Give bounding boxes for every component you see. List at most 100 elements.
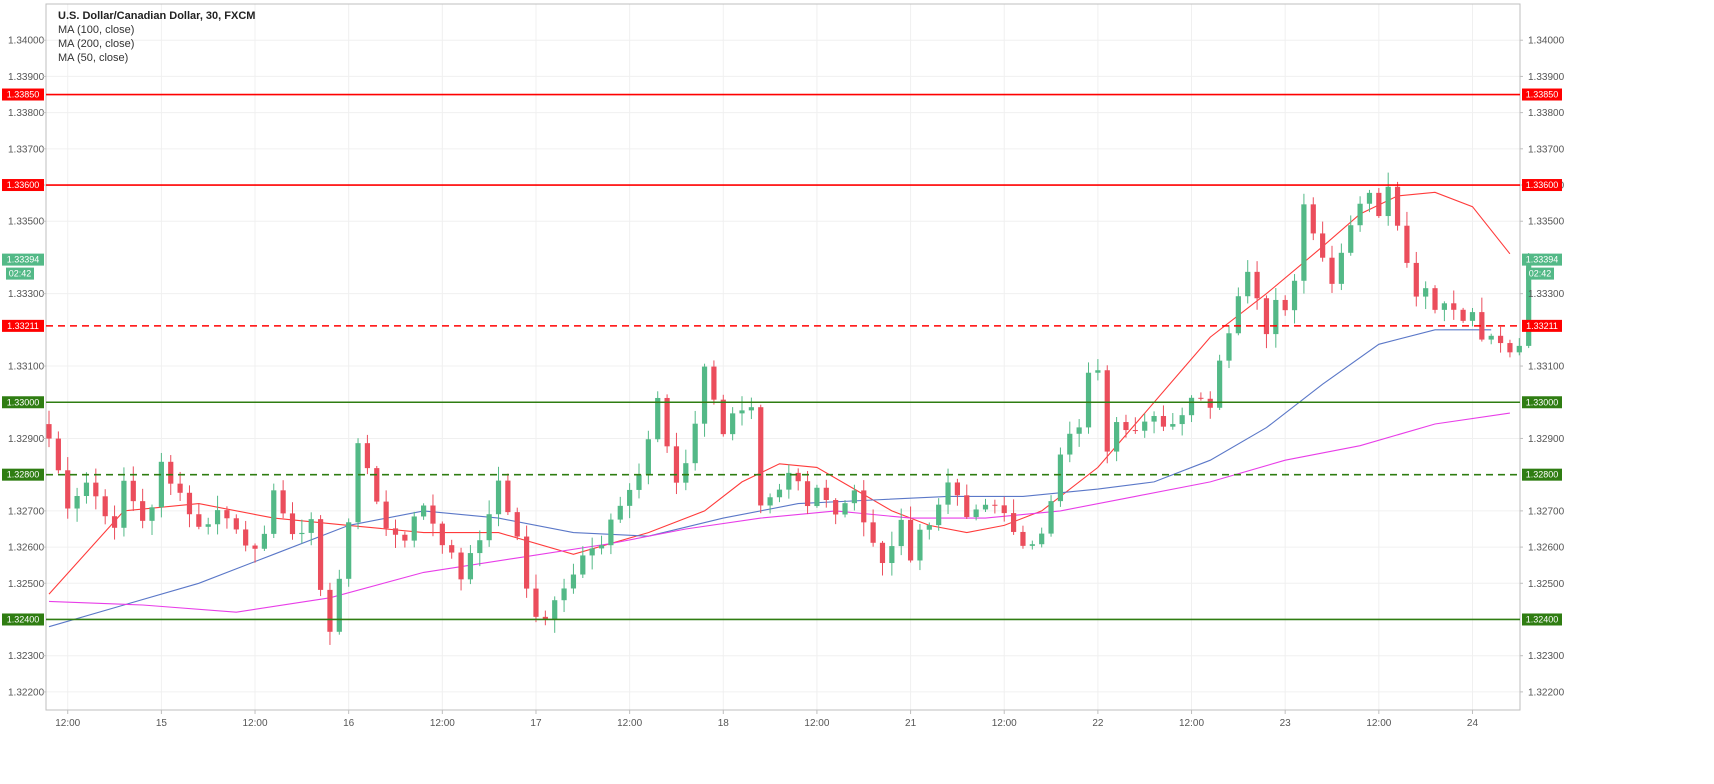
y-tick-label-left: 1.32500 [8,579,45,590]
candle-bullish [1039,533,1045,545]
level-tag-left [2,468,44,481]
candle-bearish [1376,192,1382,217]
candle-bullish [205,524,211,527]
candle-bearish [252,545,258,549]
candle-bearish [1310,204,1316,234]
candle-bullish [1076,427,1082,434]
level-tag-right [1522,179,1562,192]
candle-bearish [1329,257,1335,284]
candle-bullish [1245,271,1251,297]
candle-bearish [1160,416,1167,427]
candle-bullish [477,540,483,554]
candle-bullish [1516,345,1522,353]
level-tag-left-label: 1.32400 [7,614,40,624]
countdown-tag-right [1526,267,1554,280]
candle-bearish [1198,397,1204,399]
candle-bullish [1179,415,1185,425]
candle-bullish [898,519,904,547]
candle-bearish [224,510,230,519]
chart-title: U.S. Dollar/Canadian Dollar, 30, FXCM [58,10,256,22]
candle-bearish [833,500,839,515]
level-tag-left-label: 1.33600 [7,180,40,190]
candle-bearish [458,552,464,580]
y-tick-label-left: 1.32700 [8,506,45,517]
candle-bullish [917,529,923,561]
countdown-label-right: 02:42 [1529,269,1552,279]
ma-100-line [48,329,1492,628]
candle-bullish [739,410,745,414]
candle-bullish [336,578,342,632]
candle-bullish [580,555,586,575]
y-tick-label-right: 1.33100 [1528,362,1565,373]
last-price-label-left: 1.33394 [7,255,40,265]
level-tag-right-label: 1.33850 [1526,90,1559,100]
candle-bullish [1151,416,1157,422]
y-axis-right: 1.34000 1.33900 1.33800 1.33700 1.33600 1.335… [1520,36,1565,698]
candle-bearish [1207,398,1213,408]
candle-bullish [1338,252,1344,284]
y-tick-label-left: 1.33700 [8,144,45,155]
moving-averages [48,191,1511,628]
candle-bearish [1104,370,1110,452]
candle-bullish [1366,192,1373,204]
candle-bearish [861,490,867,523]
candle-bullish [486,514,492,541]
candle-bullish [1526,261,1532,346]
candle-bullish [1357,203,1363,226]
candle-bullish [495,480,502,515]
x-tick-label: 21 [905,718,917,729]
last-price-label-right: 1.33394 [1526,255,1559,265]
candle-bullish [636,474,642,490]
legend-ma-200[interactable]: MA (200, close) [58,38,135,50]
x-tick-label: 12:00 [992,718,1017,729]
y-tick-label-right: 1.33300 [1528,289,1565,300]
candle-bearish [280,490,286,514]
x-tick-label: 16 [343,718,355,729]
candle-bearish [505,480,511,513]
level-tag-right-label: 1.33600 [1526,180,1559,190]
candle-bearish [879,542,886,564]
level-tag-right [1522,468,1562,481]
candle-bearish [186,492,193,515]
legend-ma-50[interactable]: MA (50, close) [58,52,129,64]
candle-bullish [701,366,708,424]
level-tag-left-label: 1.33000 [7,397,40,407]
chart-frame [45,3,1521,711]
candle-bearish [673,446,680,483]
chart-legend: U.S. Dollar/Canadian Dollar, 30, FXCM MA… [58,9,255,65]
x-axis: 12:00 15 12:00 16 12:00 17 12:00 18 12:00 21 12:00… [55,710,1478,729]
candle-bullish [589,548,595,556]
x-tick-label: 12:00 [617,718,642,729]
candle-bullish [1029,544,1035,546]
candle-bullish [1273,299,1279,335]
legend-ma-100[interactable]: MA (100, close) [58,24,135,36]
candle-bullish [945,482,951,505]
candle-bearish [711,366,717,400]
level-tag-left [2,319,44,332]
candle-bullish [149,507,155,521]
y-tick-label-right: 1.33700 [1528,144,1565,155]
level-tag-right-label: 1.33000 [1526,397,1559,407]
x-tick-label: 23 [1280,718,1292,729]
candle-bullish [421,505,427,517]
candle-bullish [561,588,567,601]
candle-bullish [1114,422,1120,452]
y-tick-label-left: 1.32900 [8,434,45,445]
y-tick-label-right: 1.32600 [1528,543,1565,554]
candle-bullish [842,503,848,515]
candle-bearish [1404,225,1410,263]
candle-bearish [542,616,548,620]
candle-bearish [823,487,829,501]
candle-bullish [83,482,90,497]
levels [46,93,1520,621]
x-tick-label: 12:00 [243,718,268,729]
y-tick-label-right: 1.33800 [1528,108,1565,119]
ma-200-line [48,412,1510,613]
y-tick-label-right: 1.33500 [1528,217,1565,228]
candle-bearish [1020,531,1026,546]
y-tick-label-right: 1.33900 [1528,72,1565,83]
y-tick-label-left: 1.32300 [8,651,45,662]
y-tick-label-left: 1.33800 [8,108,45,119]
